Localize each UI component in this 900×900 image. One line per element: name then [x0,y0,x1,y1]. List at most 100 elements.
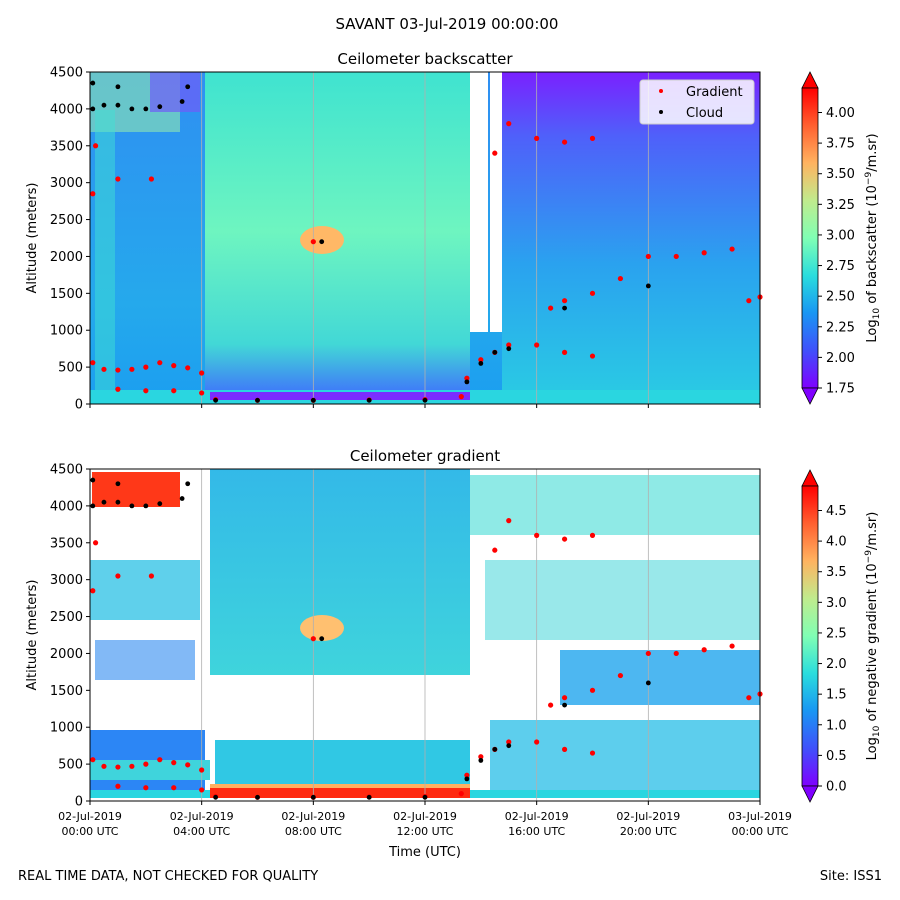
cloud-point [492,746,498,752]
gradient-point [589,532,596,539]
y-tick-label: 2000 [50,250,83,265]
cloud-point [464,776,470,782]
cloud-point [255,397,260,403]
gradient-point [143,388,149,394]
gradient-point [589,135,596,141]
gradient-point [561,536,568,542]
cloud-point [478,758,484,763]
gradient-gridlines [201,469,649,801]
y-tick-label: 3500 [50,536,83,551]
gradient-cloud-points [90,477,651,800]
x-tick-label: 02-Jul-2019 [393,810,457,823]
y-tick-label: 500 [58,758,83,773]
cloud-point [506,346,512,352]
y-tick-label: 1000 [50,324,83,339]
gradient-point [561,349,568,355]
colorbar-tick-label: 2.75 [826,259,855,274]
gradient-point [478,754,484,760]
y-tick-label: 1500 [50,684,83,699]
gradient-point [458,394,464,400]
gradient-point [506,739,512,745]
gradient-point [506,518,512,524]
gradient-point [115,764,121,770]
gradient-point [645,650,651,657]
colorbar-tick-label: 1.5 [826,688,847,703]
backscatter-panel: Ceilometer backscatter 0 500 1000 1500 2000 2… [25,50,882,413]
cloud-point [129,503,135,509]
cloud-point [143,106,149,112]
gradient-point [115,783,121,789]
cloud-point [101,499,107,505]
cloud-point [492,349,498,355]
cloud-point [143,503,149,509]
cloud-point [129,106,135,112]
gradient-point [746,695,752,701]
colorbar-tick-label: 4.5 [826,504,847,519]
gradient-point [729,643,735,649]
cloud-point [319,239,325,245]
gradient-x-ticks: 02-Jul-2019 00:00 UTC 02-Jul-2019 04:00 UTC… [58,801,792,838]
gradient-point [534,342,540,348]
gradient-point [143,785,149,791]
y-tick-label: 0 [75,795,83,810]
gradient-y-ticks: 0 500 1000 1500 2000 2500 3000 3500 4000 4500 [50,463,90,810]
x-tick-label: 08:00 UTC [285,825,342,838]
x-tick-label: 00:00 UTC [61,825,118,838]
cloud-point [90,106,96,112]
legend: Gradient Cloud [639,79,755,125]
colorbar-tick-label: 3.5 [826,565,847,580]
y-tick-label: 0 [75,398,83,413]
gradient-panel: Ceilometer gradient [25,447,882,860]
colorbar-tick-label: 3.0 [826,596,847,611]
cloud-point [562,305,567,311]
colorbar-tick-label: 3.00 [826,228,855,243]
gradient-point [506,121,512,127]
colorbar-tick-label: 2.5 [826,626,847,641]
cloud-point [255,794,260,800]
y-tick-label: 2500 [50,213,83,228]
gradient-point [92,143,99,149]
gradient-colorbar-ticks: 0.0 0.5 1.0 1.5 2.0 2.5 3.0 3.5 4.0 4.5 [818,504,847,795]
gradient-colorbar-label: Log10 of negative gradient (10−9/m.sr) [864,512,882,761]
gradient-point [101,366,107,372]
cloud-point [645,283,651,289]
gradient-point [101,763,107,769]
legend-entry-gradient: Gradient [686,85,743,100]
backscatter-colorbar-label: Log10 of backscatter (10−9/m.sr) [864,133,882,342]
y-tick-label: 1000 [50,721,83,736]
colorbar-tick-label: 2.25 [826,320,855,335]
x-tick-label: 03-Jul-2019 [728,810,792,823]
gradient-point [617,275,624,282]
y-tick-label: 3000 [50,176,83,191]
x-tick-label: 04:00 UTC [173,825,230,838]
cloud-point [562,702,567,708]
footer-site: Site: ISS1 [819,869,882,884]
backscatter-y-axis-label: Altitude (meters) [25,183,40,294]
gradient-point [645,253,651,260]
cloud-point [319,636,325,642]
gradient-point [492,150,498,156]
legend-gradient-marker [659,89,663,93]
gradient-point [199,370,205,376]
y-tick-label: 4500 [50,463,83,478]
colorbar-tick-label: 3.25 [826,198,855,213]
gradient-point [90,191,96,197]
gradient-point [701,250,707,256]
y-tick-label: 3000 [50,573,83,588]
gradient-point [185,762,191,768]
gradient-point [171,363,177,369]
cloud-point [101,102,107,108]
y-tick-label: 1500 [50,287,83,302]
gradient-x-axis-label: Time (UTC) [388,845,461,860]
gradient-panel-title: Ceilometer gradient [350,447,500,465]
gradient-point [143,364,149,370]
gradient-point [561,746,568,752]
gradient-point [148,573,155,579]
gradient-point [157,360,163,366]
gradient-point [729,246,735,252]
cloud-point [645,680,651,686]
x-tick-label: 02-Jul-2019 [616,810,680,823]
colorbar-tick-label: 4.00 [826,106,855,121]
gradient-point [458,791,464,797]
gradient-point [506,342,512,348]
